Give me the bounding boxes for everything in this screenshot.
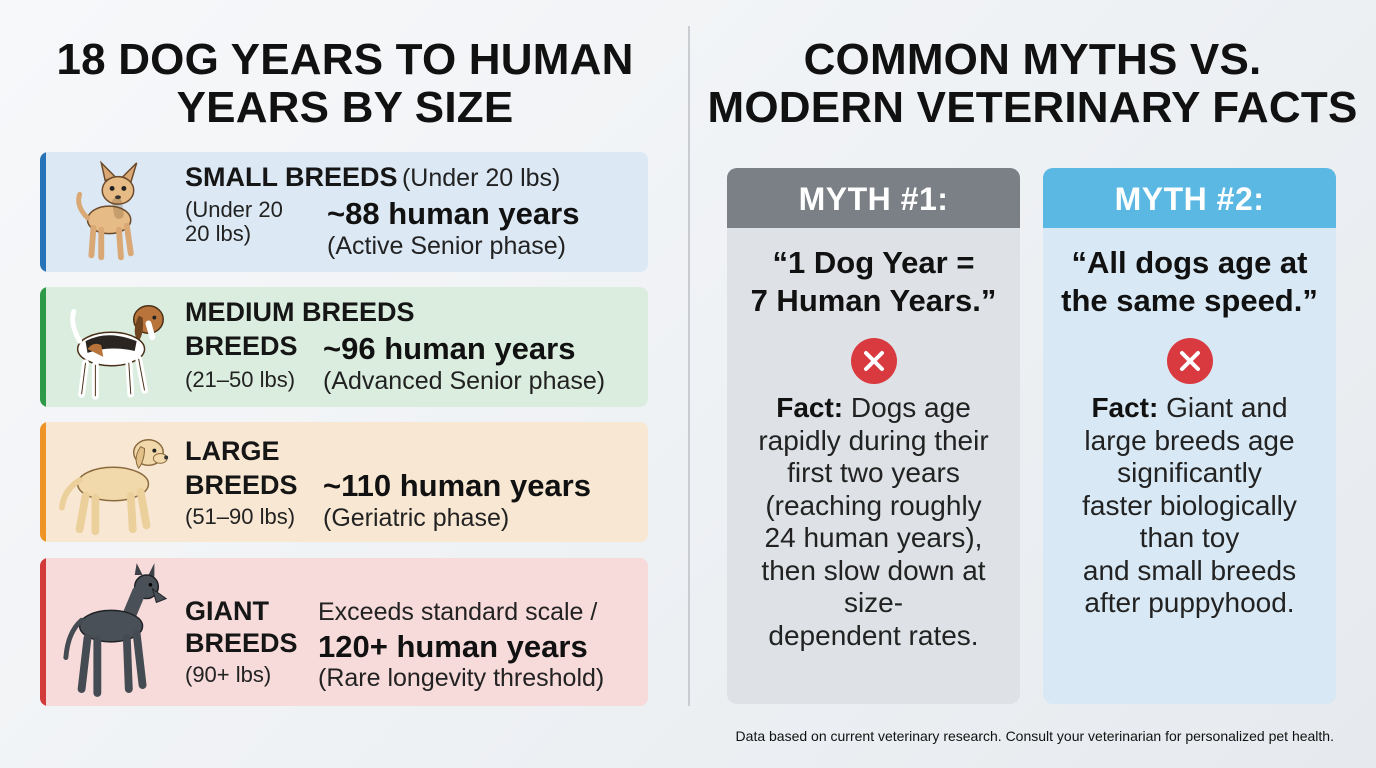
small-breed-card: SMALL BREEDS (Under 20 lbs) (Under 20 20…: [40, 152, 648, 272]
myth-1-quote-line-2: 7 Human Years.”: [750, 283, 997, 318]
large-breed-card: LARGE BREEDS (51–90 lbs) ~110 human year…: [40, 422, 648, 542]
medium-breed-weight: (21–50 lbs): [185, 367, 296, 392]
myth-1-card: MYTH #1: “1 Dog Year = 7 Human Years.” F…: [727, 168, 1020, 704]
medium-breed-human-years: ~96 human years: [323, 331, 576, 366]
large-breed-name: LARGE: [185, 436, 280, 466]
giant-breed-accent: [40, 558, 46, 706]
myth-1-fact-line-3: first two years: [787, 457, 960, 488]
myth-2-quote: “All dogs age at the same speed.”: [1043, 244, 1336, 320]
giant-breed-name-line-2: BREEDS: [185, 628, 298, 658]
large-breed-human-years: ~110 human years: [323, 468, 591, 503]
myth-1-fact-line-2: rapidly during their: [758, 424, 989, 456]
left-title-line-2: YEARS BY SIZE: [176, 83, 514, 132]
giant-breed-name: GIANT: [185, 596, 269, 626]
beagle-icon: [58, 293, 176, 407]
myth-2-fact-line-5: than toy: [1139, 522, 1240, 553]
right-title-line-2: MODERN VETERINARY FACTS: [707, 83, 1358, 132]
myth-2-quote-line-1: “All dogs age at: [1071, 245, 1308, 280]
small-breed-name: SMALL BREEDS: [185, 162, 398, 192]
giant-breed-weight: (90+ lbs): [185, 662, 272, 687]
myth-2-header: MYTH #2:: [1043, 168, 1336, 228]
small-breed-weight-line-2: 20 lbs): [185, 221, 252, 246]
small-breed-accent: [40, 152, 46, 272]
column-divider: [688, 26, 690, 706]
myth-2-fact-line-3: significantly: [1117, 457, 1262, 488]
myth-1-quote-line-1: “1 Dog Year =: [772, 245, 975, 280]
medium-breed-card: MEDIUM BREEDS BREEDS (21–50 lbs) ~96 hum…: [40, 287, 648, 407]
right-title: COMMON MYTHS VS. MODERN VETERINARY FACTS: [705, 36, 1360, 132]
large-breed-accent: [40, 422, 46, 542]
giant-breed-human-years: 120+ human years: [318, 629, 588, 664]
myth-1-fact-line-6: then slow down at: [761, 554, 986, 586]
small-breed-weight-inline: (Under 20 lbs): [401, 164, 561, 192]
great-dane-icon: [58, 562, 176, 706]
myth-2-fact-line-7: after puppyhood.: [1084, 587, 1295, 618]
myth-1-fact-label: Fact:: [776, 392, 844, 423]
myth-1-fact-line-4: (reaching roughly: [765, 489, 982, 521]
myth-1-header: MYTH #1:: [727, 168, 1020, 228]
myth-2-fact-label: Fact:: [1091, 392, 1159, 423]
myth-2-fact-line-2: large breeds age: [1084, 424, 1295, 456]
myth-2-fact-line-4: faster biologically: [1082, 489, 1297, 521]
medium-breed-name: MEDIUM BREEDS: [185, 297, 415, 327]
right-title-line-1: COMMON MYTHS VS.: [803, 35, 1262, 84]
footer-disclaimer: Data based on current veterinary researc…: [735, 728, 1334, 744]
giant-breed-phase: (Rare longevity threshold): [318, 664, 605, 692]
small-breed-phase: (Active Senior phase): [327, 232, 567, 260]
myth-2-quote-line-2: the same speed.”: [1061, 283, 1318, 318]
myth-2-fact-line-1: Giant and: [1158, 392, 1288, 423]
myth-1-fact-line-5: 24 human years),: [764, 522, 983, 553]
chihuahua-icon: [58, 158, 176, 272]
x-circle-icon: [850, 338, 897, 384]
small-breed-human-years: ~88 human years: [327, 196, 580, 231]
myth-1-fact-line-8: dependent rates.: [768, 619, 979, 651]
medium-breed-phase: (Advanced Senior phase): [323, 367, 606, 395]
myth-1-fact-line-7: size-: [843, 587, 904, 618]
myth-2-fact: Fact: Giant and large breeds age signifi…: [1043, 392, 1336, 620]
labrador-icon: [58, 428, 176, 542]
large-breed-phase: (Geriatric phase): [323, 504, 510, 532]
large-breed-weight: (51–90 lbs): [185, 504, 296, 529]
myth-1-quote: “1 Dog Year = 7 Human Years.”: [727, 244, 1020, 320]
myth-2-card: MYTH #2: “All dogs age at the same speed…: [1043, 168, 1336, 704]
left-title: 18 DOG YEARS TO HUMAN YEARS BY SIZE: [30, 36, 660, 132]
myth-1-fact-line-1: Dogs age: [843, 392, 971, 423]
myth-2-fact-line-6: and small breeds: [1082, 554, 1297, 586]
giant-breed-note: Exceeds standard scale /: [318, 598, 598, 626]
left-title-line-1: 18 DOG YEARS TO HUMAN: [56, 35, 634, 84]
large-breed-name-line-2: BREEDS: [185, 470, 298, 500]
giant-breed-card: GIANT BREEDS (90+ lbs) Exceeds standard …: [40, 558, 648, 706]
medium-breed-name-line-2: BREEDS: [185, 331, 298, 361]
myth-1-fact: Fact: Dogs age rapidly during their firs…: [727, 392, 1020, 652]
small-breed-weight-line-1: (Under 20: [185, 197, 283, 222]
x-circle-icon: [1166, 338, 1213, 384]
medium-breed-accent: [40, 287, 46, 407]
